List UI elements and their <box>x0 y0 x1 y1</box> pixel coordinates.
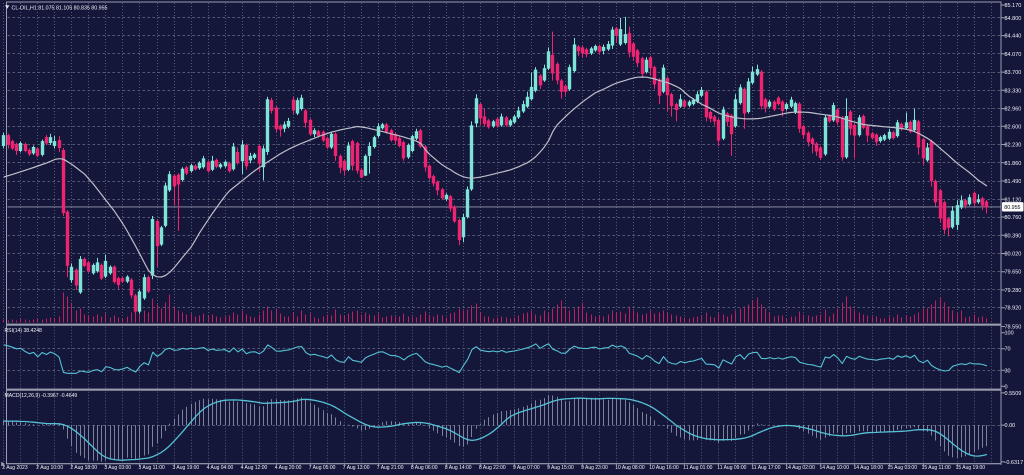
svg-text:14 Aug 02:00: 14 Aug 02:00 <box>785 465 815 471</box>
svg-text:7 Aug 13:00: 7 Aug 13:00 <box>343 465 370 471</box>
svg-text:11 Aug 01:00: 11 Aug 01:00 <box>683 465 712 471</box>
svg-text:78.550: 78.550 <box>1005 325 1022 331</box>
svg-text:11 Aug 09:00: 11 Aug 09:00 <box>717 465 746 471</box>
svg-text:3 Aug 03:00: 3 Aug 03:00 <box>104 465 131 471</box>
svg-text:9 Aug 23:00: 9 Aug 23:00 <box>581 465 608 471</box>
svg-text:2 Aug 18:00: 2 Aug 18:00 <box>70 465 97 471</box>
svg-text:84.800: 84.800 <box>1005 16 1022 22</box>
svg-text:85.170: 85.170 <box>1005 3 1022 9</box>
svg-text:84.440: 84.440 <box>1005 34 1022 40</box>
svg-text:CL-OIL,H1 81.075 81.105 80.83: CL-OIL,H1 81.075 81.105 80.835 80.955 <box>12 5 108 11</box>
svg-text:79.650: 79.650 <box>1005 270 1022 276</box>
svg-text:0: 0 <box>1005 384 1008 390</box>
svg-text:MACD(12,26,9) -0.3967 -0.4649: MACD(12,26,9) -0.3967 -0.4649 <box>5 393 78 399</box>
svg-text:3 Aug 19:00: 3 Aug 19:00 <box>173 465 200 471</box>
svg-text:80.760: 80.760 <box>1005 215 1022 221</box>
svg-text:9 Aug 07:00: 9 Aug 07:00 <box>513 465 540 471</box>
svg-text:80.955: 80.955 <box>1004 205 1020 211</box>
svg-text:14 Aug 10:00: 14 Aug 10:00 <box>820 465 850 471</box>
svg-text:81.120: 81.120 <box>1005 197 1022 203</box>
svg-text:100: 100 <box>1005 331 1014 337</box>
svg-text:11 Aug 17:00: 11 Aug 17:00 <box>751 465 780 471</box>
svg-text:78.920: 78.920 <box>1005 306 1022 312</box>
svg-text:84.070: 84.070 <box>1005 52 1022 58</box>
svg-text:3 Aug 11:00: 3 Aug 11:00 <box>139 465 166 471</box>
svg-text:81.860: 81.860 <box>1005 161 1022 167</box>
svg-text:4 Aug 04:00: 4 Aug 04:00 <box>207 465 234 471</box>
svg-text:8 Aug 14:00: 8 Aug 14:00 <box>445 465 472 471</box>
svg-text:83.700: 83.700 <box>1005 70 1022 76</box>
svg-text:83.330: 83.330 <box>1005 88 1022 94</box>
svg-text:7 Aug 21:00: 7 Aug 21:00 <box>377 465 404 471</box>
svg-text:0.00: 0.00 <box>1005 423 1016 429</box>
svg-text:10 Aug 08:00: 10 Aug 08:00 <box>615 465 645 471</box>
svg-text:14 Aug 18:00: 14 Aug 18:00 <box>854 465 884 471</box>
svg-text:82.600: 82.600 <box>1005 124 1022 130</box>
svg-text:15 Aug 03:00: 15 Aug 03:00 <box>888 465 918 471</box>
svg-text:70: 70 <box>1005 347 1011 353</box>
svg-text:79.280: 79.280 <box>1005 288 1022 294</box>
svg-text:80.020: 80.020 <box>1005 252 1022 258</box>
svg-text:80.390: 80.390 <box>1005 233 1022 239</box>
svg-text:8 Aug 06:00: 8 Aug 06:00 <box>411 465 438 471</box>
svg-text:30: 30 <box>1005 368 1011 374</box>
svg-text:15 Aug 11:00: 15 Aug 11:00 <box>922 465 951 471</box>
svg-text:7 Aug 05:00: 7 Aug 05:00 <box>309 465 336 471</box>
svg-text:4 Aug 20:00: 4 Aug 20:00 <box>275 465 302 471</box>
svg-text:9 Aug 15:00: 9 Aug 15:00 <box>547 465 574 471</box>
svg-text:81.490: 81.490 <box>1005 179 1022 185</box>
svg-text:82.960: 82.960 <box>1005 107 1022 113</box>
svg-text:10 Aug 16:00: 10 Aug 16:00 <box>649 465 679 471</box>
svg-text:2 Aug 2023: 2 Aug 2023 <box>2 465 28 471</box>
svg-text:-0.6317: -0.6317 <box>1005 460 1024 466</box>
svg-text:15 Aug 19:00: 15 Aug 19:00 <box>956 465 986 471</box>
svg-text:0.5509: 0.5509 <box>1005 391 1022 397</box>
svg-text:RSI(14) 38.4248: RSI(14) 38.4248 <box>5 328 43 334</box>
svg-text:2 Aug 10:00: 2 Aug 10:00 <box>36 465 63 471</box>
svg-text:4 Aug 12:00: 4 Aug 12:00 <box>241 465 268 471</box>
svg-text:8 Aug 22:00: 8 Aug 22:00 <box>479 465 506 471</box>
svg-text:82.230: 82.230 <box>1005 143 1022 149</box>
